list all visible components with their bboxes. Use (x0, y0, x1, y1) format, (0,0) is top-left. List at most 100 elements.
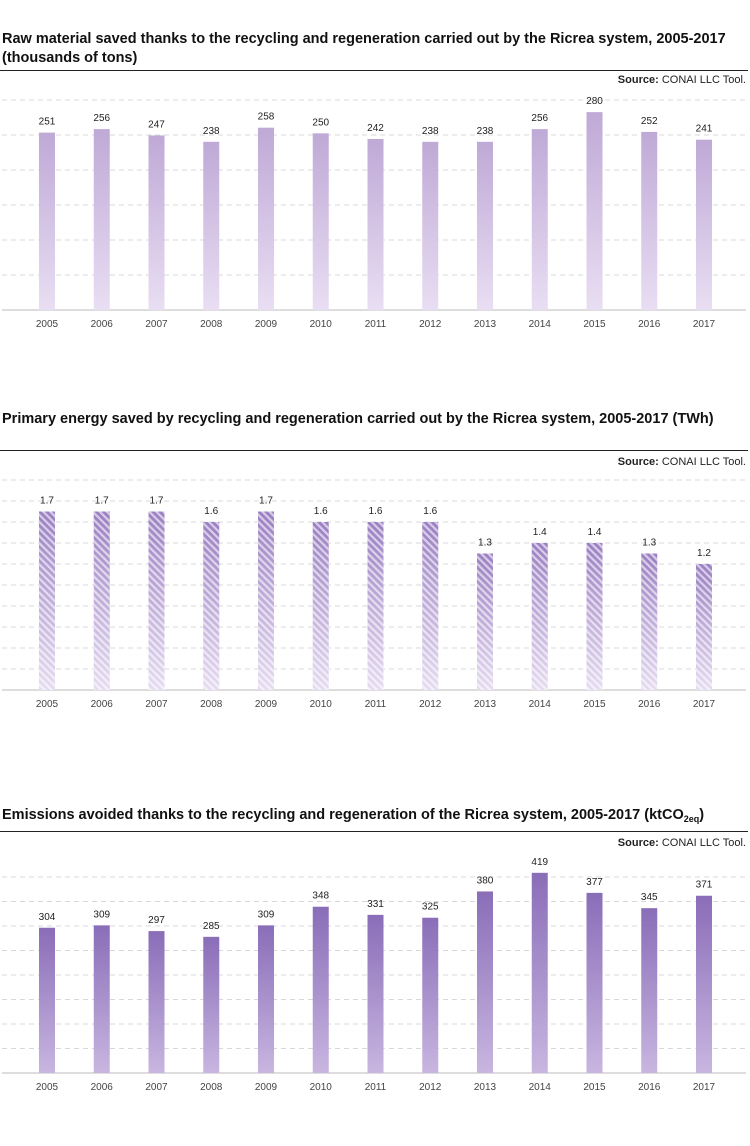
bar-hatch-2005 (39, 511, 55, 690)
value-label-2016: 252 (641, 116, 658, 127)
x-tick-label-2016: 2016 (638, 319, 661, 330)
bar-2005 (39, 927, 55, 1073)
bar-2008 (203, 141, 220, 310)
value-label-2007: 297 (148, 915, 165, 926)
value-label-2015: 377 (586, 877, 603, 888)
x-tick-label-2017: 2017 (693, 1082, 716, 1093)
value-label-2013: 380 (477, 875, 494, 886)
bar-2006 (93, 129, 110, 310)
bar-hatch-2015 (586, 543, 603, 690)
bar-hatch-2007 (148, 511, 165, 690)
emissions-avoided-chart: Emissions avoided thanks to the recyclin… (0, 760, 750, 1146)
source-note: Source: CONAI LLC Tool. (618, 837, 746, 849)
chart-title-end: ) (699, 807, 705, 823)
value-label-2007: 247 (148, 119, 165, 130)
x-tick-label-2013: 2013 (474, 319, 497, 330)
value-label-2010: 1.6 (314, 506, 328, 517)
bar-hatch-2016 (641, 553, 658, 690)
chart-title: Primary energy saved by recycling and re… (2, 411, 714, 427)
value-label-2012: 1.6 (423, 506, 437, 517)
x-tick-label-2012: 2012 (419, 1082, 442, 1093)
value-label-2006: 309 (93, 909, 110, 920)
source-note: Source: CONAI LLC Tool. (618, 74, 746, 86)
x-tick-label-2005: 2005 (36, 1082, 59, 1093)
x-tick-label-2007: 2007 (145, 319, 168, 330)
x-tick-label-2008: 2008 (200, 319, 223, 330)
raw-material-chart: Raw material saved thanks to the recycli… (0, 0, 750, 380)
bar-2013 (477, 891, 493, 1073)
x-tick-label-2012: 2012 (419, 699, 442, 710)
bar-2016 (641, 131, 658, 310)
bar-2009 (258, 127, 274, 311)
chart-title-main: Emissions avoided thanks to the recyclin… (2, 807, 684, 823)
x-tick-label-2014: 2014 (529, 1082, 552, 1093)
x-tick-label-2011: 2011 (365, 699, 387, 710)
source-label: Source: (617, 837, 659, 849)
x-tick-label-2015: 2015 (583, 319, 606, 330)
bar-2015 (586, 112, 603, 310)
bar-hatch-2012 (422, 522, 439, 690)
title-rule (0, 70, 748, 71)
value-label-2013: 1.3 (478, 538, 492, 549)
value-label-2010: 250 (312, 117, 329, 128)
chart-title: Raw material saved thanks to the recycli… (2, 31, 726, 66)
bar-2015 (586, 892, 603, 1073)
value-label-2015: 1.4 (588, 527, 602, 538)
value-label-2009: 1.7 (259, 496, 273, 507)
bar-2011 (367, 138, 384, 310)
x-tick-label-2006: 2006 (91, 699, 114, 710)
value-label-2006: 1.7 (95, 496, 109, 507)
bar-2013 (477, 141, 493, 310)
bar-2014 (531, 129, 548, 310)
bar-hatch-2008 (203, 522, 220, 690)
bar-2017 (696, 895, 712, 1073)
bar-plot: 1.7 2005 1.7 2006 1.7 2007 1.6 2008 1.7 2009 1.6 20… (2, 479, 746, 710)
value-label-2005: 251 (39, 117, 56, 128)
x-tick-label-2008: 2008 (200, 1082, 223, 1093)
x-tick-label-2005: 2005 (36, 319, 59, 330)
value-label-2008: 285 (203, 921, 220, 932)
value-label-2017: 371 (696, 880, 713, 891)
bar-hatch-2017 (696, 564, 712, 690)
value-label-2005: 304 (39, 912, 56, 923)
source-text: CONAI LLC Tool. (661, 456, 746, 468)
bar-2011 (367, 914, 384, 1073)
bar-2006 (93, 925, 110, 1073)
bar-2010 (312, 906, 329, 1073)
value-label-2005: 1.7 (40, 496, 54, 507)
source-label: Source: (617, 456, 659, 468)
x-tick-label-2008: 2008 (200, 699, 223, 710)
bar-2009 (258, 925, 274, 1073)
value-label-2011: 331 (367, 899, 384, 910)
primary-energy-chart: Primary energy saved by recycling and re… (0, 380, 750, 760)
chart-title-subscript: 2eq (683, 814, 700, 824)
bar-2005 (39, 132, 55, 310)
bar-hatch-2014 (531, 543, 548, 690)
x-tick-label-2016: 2016 (638, 699, 661, 710)
value-label-2008: 238 (203, 126, 220, 137)
title-rule (0, 831, 748, 832)
x-tick-label-2006: 2006 (91, 319, 114, 330)
value-label-2008: 1.6 (204, 506, 218, 517)
x-tick-label-2016: 2016 (638, 1082, 661, 1093)
bar-plot: 304 2005 309 2006 297 2007 285 2008 309 2009 348 20… (2, 857, 746, 1093)
value-label-2010: 348 (312, 891, 329, 902)
x-tick-label-2009: 2009 (255, 1082, 278, 1093)
bar-2007 (148, 135, 165, 310)
source-text: CONAI LLC Tool. (661, 74, 746, 86)
x-tick-label-2011: 2011 (365, 1082, 387, 1093)
x-tick-label-2007: 2007 (145, 699, 168, 710)
title-rule (0, 450, 748, 451)
x-tick-label-2010: 2010 (310, 1082, 333, 1093)
value-label-2012: 325 (422, 902, 439, 913)
bar-hatch-2013 (477, 553, 493, 690)
bar-2010 (312, 133, 329, 310)
bar-2012 (422, 141, 439, 310)
x-tick-label-2014: 2014 (529, 699, 552, 710)
value-label-2014: 1.4 (533, 527, 547, 538)
x-tick-label-2017: 2017 (693, 699, 716, 710)
value-label-2017: 241 (696, 124, 713, 135)
x-tick-label-2007: 2007 (145, 1082, 168, 1093)
x-tick-label-2017: 2017 (693, 319, 716, 330)
value-label-2006: 256 (93, 113, 110, 124)
